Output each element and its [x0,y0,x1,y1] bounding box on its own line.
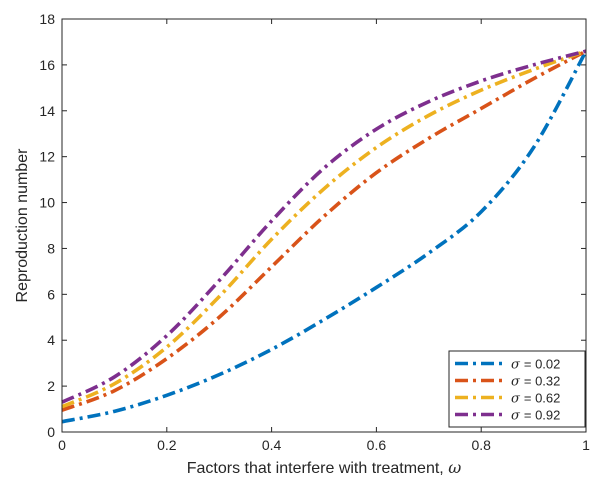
legend: σ = 0.02σ = 0.32σ = 0.62σ = 0.92 [448,350,586,428]
y-axis-label: Reproduction number [14,148,31,303]
y-tick-label: 14 [39,103,55,119]
y-tick-label: 16 [39,57,55,73]
x-axis-label-text: Factors that interfere with treatment, [187,460,448,477]
legend-symbol: σ [511,409,521,424]
x-tick-label: 0.8 [471,437,491,453]
legend-entry-2: σ = 0.32 [511,374,560,390]
y-tick-label: 2 [47,378,55,394]
y-tick-label: 18 [39,11,55,27]
x-axis-ticks: 0 0.2 0.4 0.6 0.8 1 [58,19,590,453]
legend-symbol: σ [511,358,521,373]
y-axis-ticks: 0 2 4 6 8 10 12 14 16 18 [39,11,586,440]
x-tick-label: 0.4 [262,437,282,453]
axes-box [61,18,587,433]
legend-box [448,350,586,428]
x-axis-label-symbol: ω [448,458,461,477]
legend-entry-4: σ = 0.92 [511,408,560,424]
y-tick-label: 10 [39,195,55,211]
x-tick-label: 0.2 [157,437,177,453]
x-axis-label: Factors that interfere with treatment, ω [187,458,461,477]
legend-label: = 0.02 [524,357,561,372]
legend-symbol: σ [511,375,521,390]
series-lines [61,49,588,424]
y-tick-label: 4 [47,332,55,348]
y-tick-label: 6 [47,286,55,302]
legend-label: = 0.62 [524,391,561,406]
series-line-1 [61,50,588,424]
series-line-3 [61,49,587,409]
y-tick-label: 8 [47,240,55,256]
series-line-2 [61,49,587,412]
legend-symbol: σ [511,392,521,407]
legend-entry-3: σ = 0.62 [511,391,560,407]
y-tick-label: 0 [47,424,55,440]
legend-label: = 0.92 [524,408,561,423]
legend-entry-1: σ = 0.02 [511,357,560,373]
x-tick-label: 0 [58,437,66,453]
x-tick-label: 0.6 [367,437,387,453]
series-line-4 [61,49,587,404]
legend-label: = 0.32 [524,374,561,389]
x-tick-label: 1 [582,437,590,453]
y-tick-label: 12 [39,149,55,165]
